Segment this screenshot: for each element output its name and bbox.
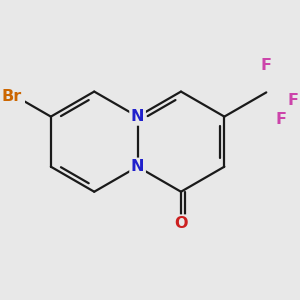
Text: O: O	[174, 216, 188, 231]
Text: N: N	[131, 109, 144, 124]
Text: F: F	[261, 58, 272, 73]
Text: N: N	[131, 159, 144, 174]
Text: F: F	[287, 93, 298, 108]
Text: Br: Br	[2, 89, 22, 104]
Text: F: F	[276, 112, 287, 127]
